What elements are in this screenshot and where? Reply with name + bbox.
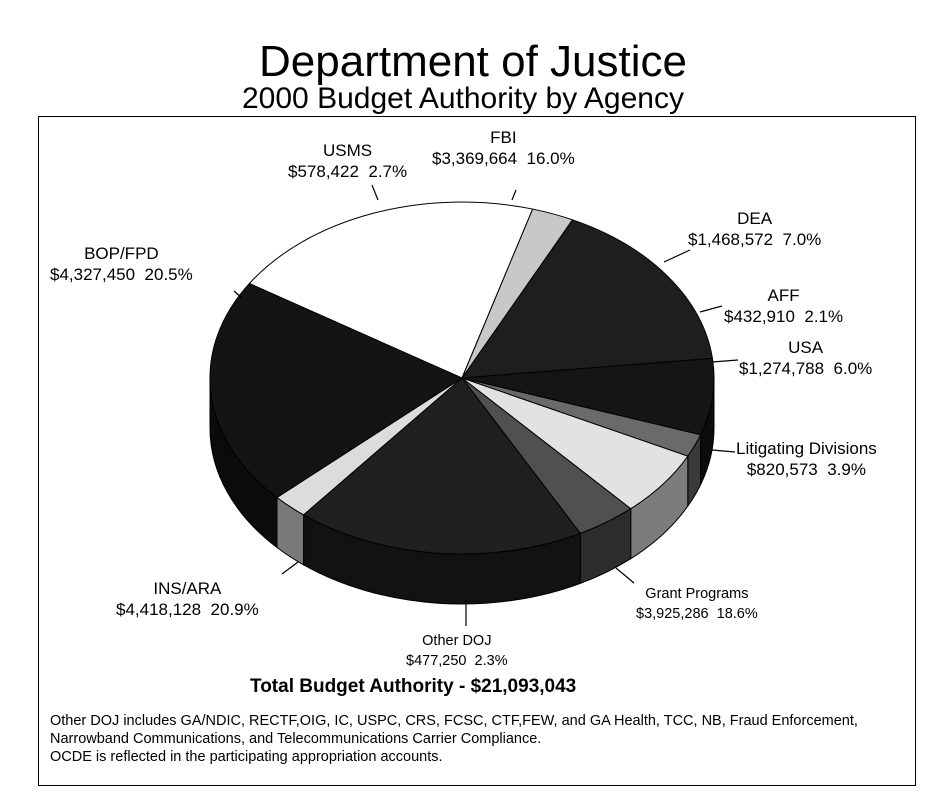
- label-aff: AFF $432,910 2.1%: [724, 285, 843, 327]
- label-usms-pct: 2.7%: [368, 162, 408, 181]
- label-bop-pct: 20.5%: [144, 265, 193, 284]
- pie-slice-grant-programs: [302, 377, 582, 555]
- chart-subtitle: 2000 Budget Authority by Agency: [242, 82, 684, 115]
- label-usa-pct: 6.0%: [833, 359, 873, 378]
- label-usa-amount: $1,274,788: [739, 359, 825, 378]
- leader-ins-ara: [281, 561, 299, 575]
- label-grant-name: Grant Programs: [645, 586, 749, 602]
- label-other-pct: 2.3%: [474, 653, 508, 669]
- label-grant-pct: 18.6%: [716, 606, 758, 622]
- footnote-ocde: OCDE is reflected in the participating a…: [50, 749, 443, 765]
- label-litigating: Litigating Divisions $820,573 3.9%: [736, 438, 877, 480]
- label-usms-amount: $578,422: [288, 162, 359, 181]
- leader-usa: [711, 359, 739, 363]
- pie-slice-usms: [461, 208, 574, 379]
- footnotes: Other DOJ includes GA/NDIC, RECTF,OIG, I…: [50, 712, 910, 766]
- label-dea-name: DEA: [737, 209, 773, 228]
- label-dea-amount: $1,468,572: [688, 230, 774, 249]
- label-other-amount: $477,250: [406, 653, 467, 669]
- chart-frame: [38, 116, 916, 786]
- label-litigating-amount: $820,573: [746, 460, 818, 479]
- label-litigating-pct: 3.9%: [827, 460, 866, 479]
- footnote-other-doj: Other DOJ includes GA/NDIC, RECTF,OIG, I…: [50, 713, 858, 747]
- label-fbi-amount: $3,369,664: [432, 149, 518, 168]
- label-litigating-name: Litigating Divisions: [736, 439, 877, 458]
- label-usms: USMS $578,422 2.7%: [288, 140, 407, 182]
- pie-slice-fbi: [460, 219, 714, 379]
- label-grant: Grant Programs $3,925,286 18.6%: [636, 584, 758, 624]
- leader-grant-programs: [615, 567, 635, 584]
- label-usa-name: USA: [788, 338, 824, 357]
- label-ins: INS/ARA $4,418,128 20.9%: [116, 578, 259, 620]
- label-aff-name: AFF: [767, 286, 800, 305]
- label-aff-pct: 2.1%: [804, 307, 844, 326]
- leader-aff: [699, 305, 723, 313]
- label-bop: BOP/FPD $4,327,450 20.5%: [50, 243, 193, 285]
- leader-litigating-divisions: [711, 449, 736, 453]
- label-fbi-name: FBI: [490, 128, 517, 147]
- label-grant-amount: $3,925,286: [636, 606, 709, 622]
- label-other: Other DOJ $477,250 2.3%: [406, 631, 508, 671]
- total-budget: Total Budget Authority - $21,093,043: [250, 676, 577, 697]
- pie-slice-bop-fpd: [248, 201, 534, 379]
- label-dea: DEA $1,468,572 7.0%: [688, 208, 821, 250]
- label-ins-pct: 20.9%: [210, 600, 259, 619]
- pie-slice-ins-ara: [209, 282, 464, 499]
- label-bop-name: BOP/FPD: [84, 244, 159, 263]
- label-aff-amount: $432,910: [724, 307, 795, 326]
- label-ins-amount: $4,418,128: [116, 600, 202, 619]
- label-ins-name: INS/ARA: [153, 579, 222, 598]
- chart-title: Department of Justice: [259, 37, 687, 86]
- label-usms-name: USMS: [322, 141, 373, 160]
- label-other-name: Other DOJ: [422, 633, 492, 649]
- label-dea-pct: 7.0%: [782, 230, 822, 249]
- label-fbi: FBI $3,369,664 16.0%: [432, 127, 575, 169]
- label-fbi-pct: 16.0%: [526, 149, 575, 168]
- leader-usms: [371, 184, 379, 201]
- leader-dea: [663, 249, 691, 263]
- label-bop-amount: $4,327,450: [50, 265, 136, 284]
- leader-fbi: [511, 189, 517, 201]
- leader-bop-fpd: [233, 290, 243, 299]
- pie-slice-dea: [461, 357, 715, 436]
- label-usa: USA $1,274,788 6.0%: [739, 337, 872, 379]
